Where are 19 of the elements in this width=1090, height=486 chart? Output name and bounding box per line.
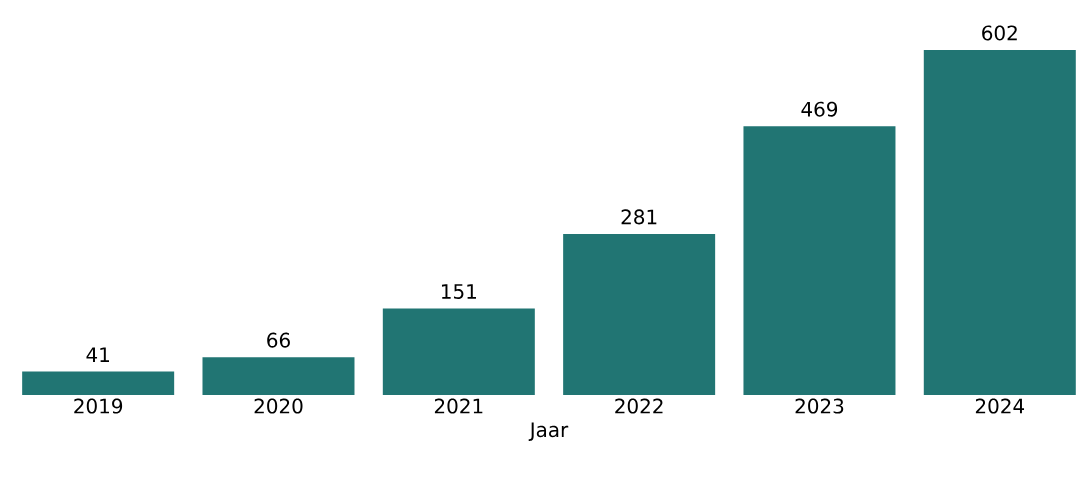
x-axis-title: Jaar — [528, 422, 569, 441]
data-label: 151 — [441, 284, 476, 299]
data-label: 41 — [86, 347, 109, 362]
data-label: 66 — [267, 332, 290, 348]
bar — [923, 49, 1076, 395]
data-label: 281 — [621, 209, 657, 225]
data-label: 469 — [801, 101, 838, 117]
data-label: 602 — [982, 25, 1017, 41]
x-tick-label: 2021 — [434, 398, 483, 414]
bar — [202, 357, 355, 395]
x-tick-label: 2023 — [795, 398, 844, 414]
x-tick-label: 2019 — [74, 398, 123, 414]
bar — [22, 371, 175, 395]
bar — [743, 126, 896, 395]
bar — [382, 308, 535, 395]
bar — [563, 233, 716, 395]
x-tick-label: 2024 — [975, 398, 1025, 414]
x-tick-label: 2022 — [615, 398, 663, 414]
x-tick-label: 2020 — [254, 398, 303, 414]
